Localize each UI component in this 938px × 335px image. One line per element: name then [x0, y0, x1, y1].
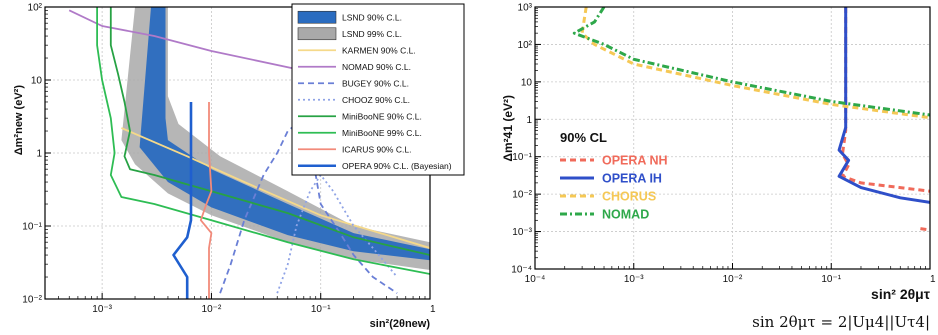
legend-swatch-lsnd-99-c-l	[297, 27, 337, 41]
right-y-tick-label-3: 10⁻¹	[512, 152, 532, 163]
right-x-tick-label-1: 10⁻³	[624, 274, 644, 285]
right-legend-title: 90% CL	[560, 130, 607, 145]
left-x-tick-label-3: 1	[430, 304, 436, 315]
right-y-tick-label-6: 10²	[518, 40, 533, 51]
right-frame	[534, 6, 931, 270]
series-lsnd-99-c-l	[121, 7, 430, 270]
right-y-tick-label-2: 10⁻²	[512, 190, 532, 201]
right-series	[572, 7, 930, 232]
legend-label-opera-nh: OPERA NH	[602, 154, 668, 168]
left-legend: LSND 90% C.L. LSND 99% C.L. KARMEN 90% C.L…	[291, 3, 465, 176]
series-nomad	[572, 7, 930, 117]
legend-label-nomad-90-c-l: NOMAD 90% C.L.	[342, 62, 411, 72]
legend-label-miniboone-90-c-l: MiniBooNE 90% C.L.	[342, 111, 422, 121]
series-icarus-90-c-l	[199, 102, 213, 299]
right-y-tick-label-7: 10³	[518, 3, 533, 14]
right-x-axis-label: sin² 2θμτ	[871, 286, 931, 302]
series-karmen-90-c-l	[121, 127, 430, 249]
legend-label-lsnd-99-c-l: LSND 99% C.L.	[342, 29, 402, 39]
legend-label-nomad: NOMAD	[602, 208, 649, 222]
legend-label-lsnd-90-c-l: LSND 90% C.L.	[342, 12, 402, 22]
legend-label-opera-90-c-l-bayesian: OPERA 90% C.L. (Bayesian)	[342, 161, 452, 171]
left-y-tick-label-0: 10⁻²	[22, 295, 42, 306]
right-x-tick-label-3: 10⁻¹	[821, 274, 841, 285]
legend-label-bugey-90-c-l: BUGEY 90% C.L.	[342, 78, 409, 88]
left-x-tick-label-0: 10⁻³	[92, 304, 112, 315]
left-x-tick-label-2: 10⁻¹	[311, 304, 331, 315]
series-miniboone-99-c-l	[96, 7, 430, 275]
left-y-tick-label-4: 10²	[28, 3, 43, 14]
left-y-tick-label-1: 10⁻¹	[22, 222, 42, 233]
right-legend: 90% CL OPERA NH OPERA IH CHORUS NOMAD	[560, 130, 668, 222]
legend-label-chooz-90-c-l: CHOOZ 90% C.L.	[342, 95, 410, 105]
legend-label-icarus-90-c-l: ICARUS 90% C.L.	[342, 144, 411, 154]
right-plot-area	[535, 7, 930, 269]
series-lsnd-90-c-l	[139, 7, 430, 261]
series-opera-ih	[837, 7, 930, 204]
right-chart: 10⁻⁴ 10⁻³ 10⁻² 10⁻¹ 1 10⁻⁴ 10⁻³ 10⁻² 10⁻¹ 1 10 10² 1…	[501, 3, 936, 303]
right-x-tick-label-0: 10⁻⁴	[525, 274, 546, 285]
right-x-tick-label-2: 10⁻²	[723, 274, 743, 285]
right-y-tick-label-4: 1	[526, 115, 532, 126]
legend-label-karmen-90-c-l: KARMEN 90% C.L.	[342, 45, 416, 55]
left-y-axis-label: Δm²new (eV²)	[13, 85, 25, 156]
formula-text: sin 2θμτ = 2|Uμ4||Uτ4|	[752, 313, 930, 331]
right-y-axis-label: Δm²41 (eV²)	[501, 95, 515, 162]
left-chart: 10⁻³ 10⁻² 10⁻¹ 1 10⁻² 10⁻¹ 1 10 10² sin²(2θnew) Δm…	[13, 3, 465, 330]
left-x-axis-label: sin²(2θnew)	[370, 318, 431, 330]
right-y-tick-label-5: 10	[521, 77, 533, 88]
series-miniboone-90-c-l	[109, 7, 430, 256]
right-x-tick-label-4: 1	[930, 274, 936, 285]
right-y-tick-label-1: 10⁻³	[512, 227, 532, 238]
series-opera-nh-segment	[920, 227, 930, 232]
legend-label-opera-ih: OPERA IH	[602, 172, 662, 186]
right-y-tick-label-0: 10⁻⁴	[511, 265, 532, 276]
left-y-tick-label-3: 10	[31, 76, 43, 87]
left-x-tick-label-1: 10⁻²	[202, 304, 222, 315]
left-y-tick-label-2: 1	[36, 149, 42, 160]
legend-label-chorus: CHORUS	[602, 190, 656, 204]
legend-swatch-lsnd-90-c-l	[297, 10, 337, 24]
series-opera-90-c-l-bayesian	[172, 102, 193, 299]
series-opera-nh	[841, 7, 930, 193]
legend-label-miniboone-99-c-l: MiniBooNE 99% C.L.	[342, 128, 422, 138]
